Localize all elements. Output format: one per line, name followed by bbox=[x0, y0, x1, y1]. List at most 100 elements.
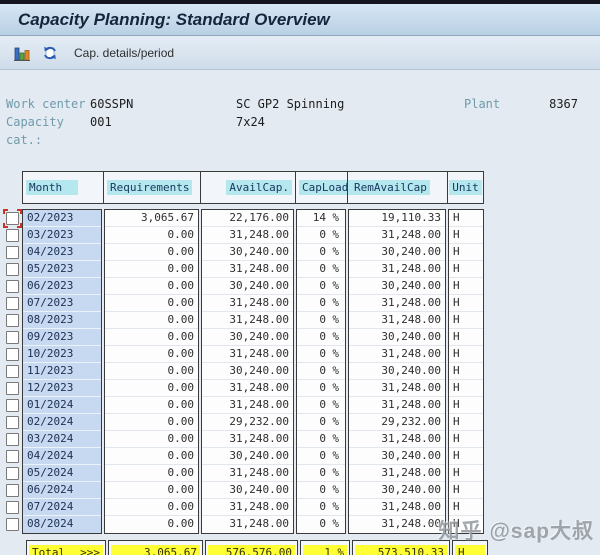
cell-requirements[interactable]: 0.00 bbox=[105, 397, 198, 414]
cell-month[interactable]: 06/2024 bbox=[23, 482, 101, 499]
cell-avail-cap[interactable]: 30,240.00 bbox=[202, 363, 293, 380]
cell-requirements[interactable]: 0.00 bbox=[105, 414, 198, 431]
cell-rem-avail-cap[interactable]: 31,248.00 bbox=[349, 312, 445, 329]
cell-rem-avail-cap[interactable]: 30,240.00 bbox=[349, 244, 445, 261]
cell-rem-avail-cap[interactable]: 30,240.00 bbox=[349, 278, 445, 295]
cell-rem-avail-cap[interactable]: 30,240.00 bbox=[349, 329, 445, 346]
row-checkbox[interactable] bbox=[6, 229, 19, 242]
cell-avail-cap[interactable]: 31,248.00 bbox=[202, 397, 293, 414]
cell-cap-load[interactable]: 0% bbox=[297, 482, 345, 499]
cell-avail-cap[interactable]: 31,248.00 bbox=[202, 312, 293, 329]
cell-rem-avail-cap[interactable]: 31,248.00 bbox=[349, 295, 445, 312]
row-checkbox[interactable] bbox=[6, 416, 19, 429]
cell-rem-avail-cap[interactable]: 29,232.00 bbox=[349, 414, 445, 431]
cell-cap-load[interactable]: 0% bbox=[297, 499, 345, 516]
cell-cap-load[interactable]: 0% bbox=[297, 431, 345, 448]
cell-month[interactable]: 04/2024 bbox=[23, 448, 101, 465]
cell-cap-load[interactable]: 0% bbox=[297, 380, 345, 397]
cell-avail-cap[interactable]: 31,248.00 bbox=[202, 227, 293, 244]
row-checkbox[interactable] bbox=[6, 280, 19, 293]
cell-rem-avail-cap[interactable]: 30,240.00 bbox=[349, 448, 445, 465]
cell-rem-avail-cap[interactable]: 31,248.00 bbox=[349, 346, 445, 363]
cell-month[interactable]: 07/2024 bbox=[23, 499, 101, 516]
cell-rem-avail-cap[interactable]: 31,248.00 bbox=[349, 227, 445, 244]
row-checkbox[interactable] bbox=[6, 365, 19, 378]
cell-requirements[interactable]: 0.00 bbox=[105, 380, 198, 397]
row-checkbox[interactable] bbox=[6, 246, 19, 259]
cell-requirements[interactable]: 0.00 bbox=[105, 261, 198, 278]
cell-avail-cap[interactable]: 31,248.00 bbox=[202, 346, 293, 363]
row-checkbox[interactable] bbox=[6, 382, 19, 395]
column-header-unit[interactable]: Unit bbox=[447, 172, 483, 203]
column-header-capload[interactable]: CapLoad bbox=[295, 172, 352, 203]
cell-avail-cap[interactable]: 31,248.00 bbox=[202, 465, 293, 482]
column-header-requirements[interactable]: Requirements bbox=[103, 172, 200, 203]
cell-month[interactable]: 05/2024 bbox=[23, 465, 101, 482]
cell-rem-avail-cap[interactable]: 31,248.00 bbox=[349, 499, 445, 516]
cell-avail-cap[interactable]: 29,232.00 bbox=[202, 414, 293, 431]
cell-cap-load[interactable]: 0% bbox=[297, 516, 345, 533]
cell-cap-load[interactable]: 0% bbox=[297, 465, 345, 482]
cell-avail-cap[interactable]: 30,240.00 bbox=[202, 482, 293, 499]
cell-month[interactable]: 02/2024 bbox=[23, 414, 101, 431]
cell-month[interactable]: 08/2023 bbox=[23, 312, 101, 329]
cell-requirements[interactable]: 3,065.67 bbox=[105, 210, 198, 227]
cell-month[interactable]: 11/2023 bbox=[23, 363, 101, 380]
cell-requirements[interactable]: 0.00 bbox=[167, 517, 195, 530]
cell-rem-avail-cap[interactable]: 31,248.00 bbox=[349, 465, 445, 482]
cell-rem-avail-cap[interactable]: 31,248.00 bbox=[381, 517, 441, 530]
cell-cap-load[interactable]: 0% bbox=[297, 363, 345, 380]
cell-rem-avail-cap[interactable]: 31,248.00 bbox=[349, 397, 445, 414]
row-checkbox[interactable] bbox=[6, 467, 19, 480]
cell-rem-avail-cap[interactable]: 31,248.00 bbox=[349, 380, 445, 397]
cell-cap-load[interactable]: 0% bbox=[297, 346, 345, 363]
row-checkbox[interactable] bbox=[6, 433, 19, 446]
row-checkbox[interactable] bbox=[6, 348, 19, 361]
cell-month[interactable]: 09/2023 bbox=[23, 329, 101, 346]
cell-avail-cap[interactable]: 31,248.00 bbox=[202, 295, 293, 312]
cell-month[interactable]: 02/2023 bbox=[23, 210, 101, 227]
cell-avail-cap[interactable]: 31,248.00 bbox=[202, 380, 293, 397]
cell-avail-cap[interactable]: 31,248.00 bbox=[202, 261, 293, 278]
cell-month[interactable]: 01/2024 bbox=[23, 397, 101, 414]
cell-requirements[interactable]: 0.00 bbox=[105, 329, 198, 346]
cell-requirements[interactable]: 0.00 bbox=[105, 295, 198, 312]
row-checkbox[interactable] bbox=[6, 501, 19, 514]
row-checkbox[interactable] bbox=[6, 263, 19, 276]
cell-month[interactable]: 04/2023 bbox=[23, 244, 101, 261]
bar-chart-icon[interactable] bbox=[12, 43, 32, 63]
cell-rem-avail-cap[interactable]: 19,110.33 bbox=[349, 210, 445, 227]
column-header-availcap[interactable]: AvailCap. bbox=[200, 172, 295, 203]
cell-rem-avail-cap[interactable]: 30,240.00 bbox=[349, 363, 445, 380]
cell-cap-load[interactable]: 0% bbox=[297, 261, 345, 278]
cell-cap-load[interactable]: 0% bbox=[297, 227, 345, 244]
cell-cap-load[interactable]: 0% bbox=[297, 448, 345, 465]
cell-avail-cap[interactable]: 30,240.00 bbox=[202, 244, 293, 261]
row-checkbox[interactable] bbox=[6, 518, 19, 531]
cell-avail-cap[interactable]: 30,240.00 bbox=[202, 278, 293, 295]
cell-rem-avail-cap[interactable]: 31,248.00 bbox=[349, 261, 445, 278]
cell-requirements[interactable]: 0.00 bbox=[105, 346, 198, 363]
cell-rem-avail-cap[interactable]: 30,240.00 bbox=[349, 482, 445, 499]
cell-cap-load[interactable]: 14% bbox=[297, 210, 345, 227]
cell-cap-load[interactable]: 0% bbox=[297, 312, 345, 329]
cell-avail-cap[interactable]: 31,248.00 bbox=[202, 499, 293, 516]
row-checkbox[interactable] bbox=[6, 399, 19, 412]
column-header-month[interactable]: Month bbox=[23, 172, 103, 203]
cell-requirements[interactable]: 0.00 bbox=[105, 363, 198, 380]
cell-cap-load[interactable]: 0% bbox=[297, 295, 345, 312]
column-header-remavailcap[interactable]: RemAvailCap bbox=[347, 172, 447, 203]
cell-month[interactable]: 08/2024 bbox=[27, 517, 74, 530]
cell-requirements[interactable]: 0.00 bbox=[105, 244, 198, 261]
cell-month[interactable]: 12/2023 bbox=[23, 380, 101, 397]
cell-cap-load[interactable]: 0% bbox=[297, 414, 345, 431]
cell-avail-cap[interactable]: 30,240.00 bbox=[202, 329, 293, 346]
cell-cap-load[interactable]: 0% bbox=[297, 278, 345, 295]
cell-cap-load[interactable]: 0% bbox=[297, 397, 345, 414]
cell-avail-cap[interactable]: 22,176.00 bbox=[202, 210, 293, 227]
cell-requirements[interactable]: 0.00 bbox=[105, 278, 198, 295]
cell-month[interactable]: 03/2023 bbox=[23, 227, 101, 244]
cell-requirements[interactable]: 0.00 bbox=[105, 448, 198, 465]
row-checkbox[interactable] bbox=[6, 450, 19, 463]
cap-details-period-button[interactable]: Cap. details/period bbox=[68, 44, 180, 62]
